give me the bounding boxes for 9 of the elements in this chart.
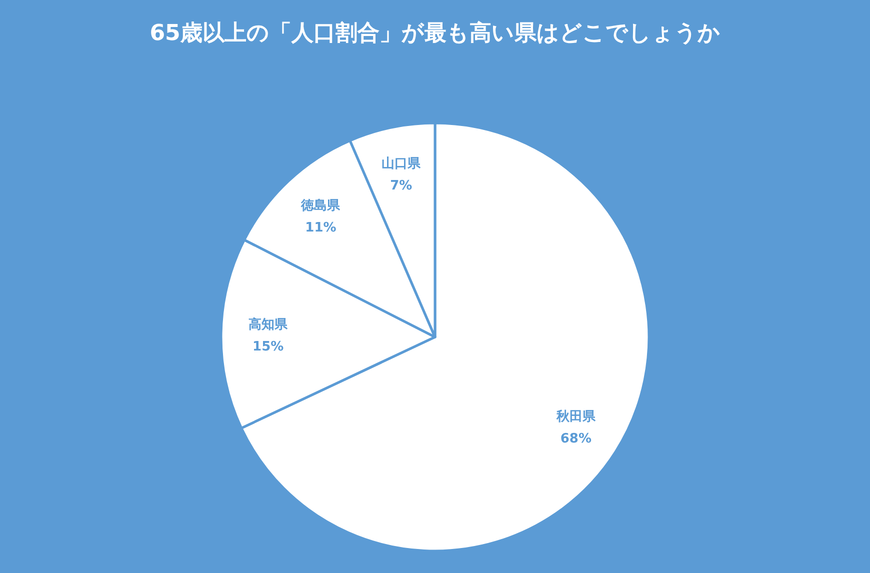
data-label: 7% [390,178,412,194]
slice-label: 高知県 [248,316,289,332]
slice-label: 徳島県 [300,197,342,214]
data-label: 68% [560,431,592,446]
slice-label: 山口県 [382,156,422,172]
slice-label: 秋田県 [555,409,596,424]
data-label: 11% [305,220,336,236]
chart-title: 65歳以上の「人口割合」が最も高い県はどこでしょうか [148,20,722,48]
data-label: 15% [252,339,284,354]
